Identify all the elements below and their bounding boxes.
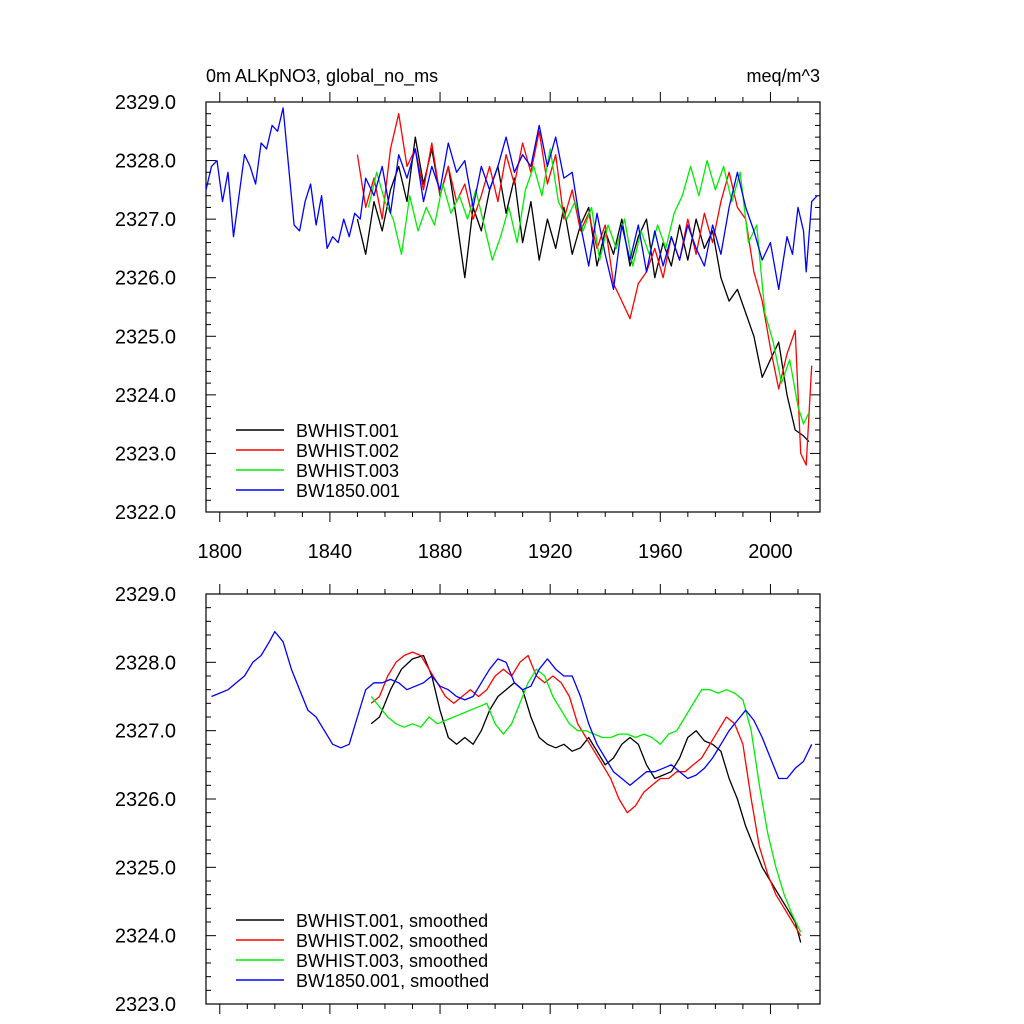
series-line-4	[205, 107, 818, 291]
y-tick-label: 2329.0	[115, 584, 176, 606]
legend-label-1: BWHIST.001	[296, 421, 399, 441]
y-tick-label: 2322.0	[115, 502, 176, 524]
x-tick-label: 1880	[418, 541, 463, 563]
y-tick-label: 2326.0	[115, 268, 176, 290]
series-line-2	[370, 651, 802, 937]
y-tick-label: 2328.0	[115, 652, 176, 674]
legend-label-3: BWHIST.003, smoothed	[296, 951, 488, 971]
series-line-3	[370, 668, 802, 933]
y-tick-label: 2323.0	[115, 994, 176, 1016]
legend-label-2: BWHIST.002	[296, 441, 399, 461]
series-line-2	[356, 113, 813, 466]
y-tick-label: 2327.0	[115, 209, 176, 231]
series-line-1	[356, 136, 810, 443]
y-tick-label: 2324.0	[115, 926, 176, 948]
bottom-panel: 2323.0 2324.0 2325.0 2326.0 2327.0 2328.0 2329…	[115, 584, 821, 1016]
legend-label-1: BWHIST.001, smoothed	[296, 911, 488, 931]
legend-label-2: BWHIST.002, smoothed	[296, 931, 488, 951]
x-tick-label: 2000	[748, 541, 793, 563]
y-tick-label: 2329.0	[115, 92, 176, 114]
y-tick-label: 2328.0	[115, 151, 176, 173]
x-tick-label: 1960	[638, 541, 683, 563]
y-tick-label: 2323.0	[115, 443, 176, 465]
legend-label-3: BWHIST.003	[296, 461, 399, 481]
x-tick-label: 1920	[528, 541, 573, 563]
y-tick-label: 2324.0	[115, 385, 176, 407]
chart-units: meq/m^3	[747, 66, 820, 86]
top-panel: 0m ALKpNO3, global_no_ms meq/m^3 2322.0 232…	[115, 66, 821, 563]
y-tick-label: 2325.0	[115, 326, 176, 348]
chart-title: 0m ALKpNO3, global_no_ms	[206, 66, 438, 87]
x-tick-label: 1800	[198, 541, 243, 563]
legend-label-4: BW1850.001	[296, 481, 400, 501]
plot-frame	[205, 101, 821, 513]
y-tick-label: 2326.0	[115, 789, 176, 811]
y-tick-label: 2327.0	[115, 721, 176, 743]
legend-label-4: BW1850.001, smoothed	[296, 971, 489, 991]
series-line-1	[370, 654, 802, 943]
y-tick-label: 2325.0	[115, 857, 176, 879]
series-line-4	[211, 630, 813, 786]
x-tick-label: 1840	[308, 541, 353, 563]
series-line-3	[367, 148, 810, 425]
